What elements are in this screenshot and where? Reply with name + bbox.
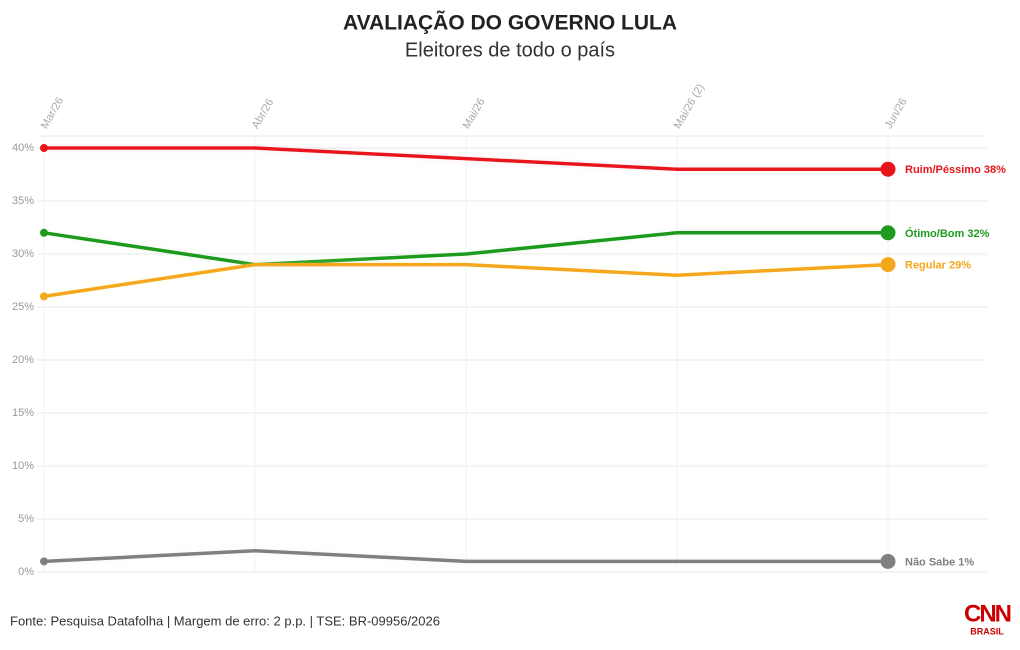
chart-subtitle: Eleitores de todo o país xyxy=(405,39,615,61)
series-line xyxy=(43,231,888,267)
y-tick-label: 10% xyxy=(12,460,34,472)
end-label: Ruim/Péssimo 38% xyxy=(905,164,1006,176)
value-label: 38% xyxy=(984,164,1006,176)
y-tick-label: 40% xyxy=(12,142,34,154)
chart-title: AVALIAÇÃO DO GOVERNO LULA xyxy=(343,12,677,35)
value-label: 1% xyxy=(958,556,974,568)
end-point xyxy=(880,225,896,241)
y-tick-label: 30% xyxy=(12,248,34,260)
y-tick-label: 15% xyxy=(12,407,34,419)
series-name: Ruim/Péssimo xyxy=(905,164,981,176)
value-label: 29% xyxy=(949,260,971,272)
x-tick-label: Abr/26 xyxy=(250,97,277,131)
logo: CNN xyxy=(964,600,1011,627)
start-point xyxy=(40,292,48,301)
start-point xyxy=(40,144,48,152)
y-tick-label: 20% xyxy=(12,354,34,366)
end-label: Ótimo/Bom 32% xyxy=(905,227,990,240)
end-point xyxy=(880,257,896,273)
start-point xyxy=(40,228,48,237)
start-point xyxy=(40,557,48,566)
end-label: Regular 29% xyxy=(905,260,971,272)
end-label: Não Sabe 1% xyxy=(905,556,974,568)
y-tick-label: 25% xyxy=(12,301,34,313)
y-tick-label: 35% xyxy=(12,195,34,207)
x-tick-label: Mar/26 xyxy=(39,95,67,131)
series-line xyxy=(43,549,888,564)
series-name: Não Sabe xyxy=(905,556,955,568)
series-name: Ótimo/Bom xyxy=(905,227,964,240)
x-tick-label: Mai/26 xyxy=(461,96,488,131)
y-tick-label: 0% xyxy=(18,566,34,578)
logo-sub: BRASIL xyxy=(970,626,1004,636)
x-tick-label: Mai/26 (2) xyxy=(672,82,707,131)
source-note: Fonte: Pesquisa Datafolha | Margem de er… xyxy=(10,613,440,628)
end-point xyxy=(880,161,896,177)
y-tick-label: 5% xyxy=(18,513,34,525)
end-point xyxy=(880,553,896,569)
series-line xyxy=(44,146,888,171)
x-tick-label: Jun/26 xyxy=(883,96,910,131)
value-label: 32% xyxy=(967,228,989,240)
series-name: Regular xyxy=(905,260,947,272)
series-line xyxy=(43,262,889,299)
